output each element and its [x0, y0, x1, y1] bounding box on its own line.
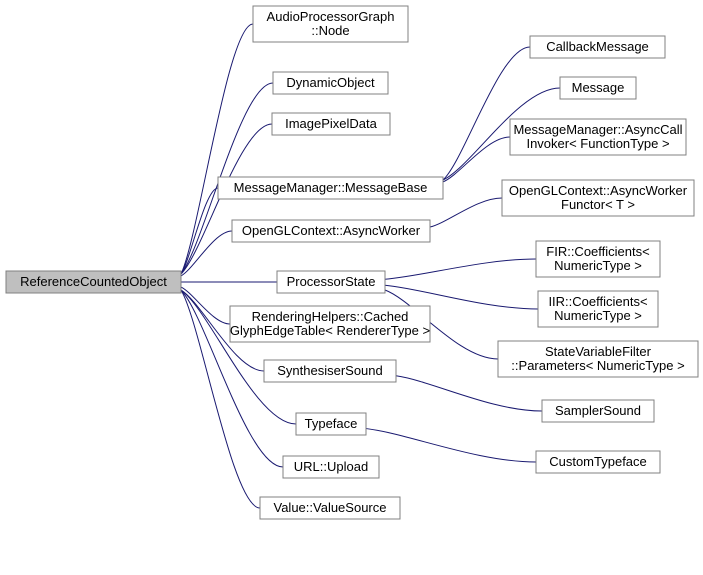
- node-label-svf-line2: ::Parameters< NumericType >: [511, 358, 684, 373]
- node-label-msg: Message: [572, 80, 625, 95]
- node-label-sampler: SamplerSound: [555, 403, 641, 418]
- node-rhcache[interactable]: RenderingHelpers::CachedGlyphEdgeTable< …: [230, 306, 430, 342]
- node-oglwork[interactable]: OpenGLContext::AsyncWorker: [232, 220, 430, 242]
- edge-msgbase-to-root: [181, 188, 218, 274]
- node-label-svf-line1: StateVariableFilter: [545, 344, 652, 359]
- node-label-iir-line1: IIR::Coefficients<: [548, 294, 647, 309]
- node-iir[interactable]: IIR::Coefficients<NumericType >: [538, 291, 658, 327]
- node-procst[interactable]: ProcessorState: [277, 271, 385, 293]
- node-label-cbmsg: CallbackMessage: [546, 39, 649, 54]
- node-label-iir-line2: NumericType >: [554, 308, 642, 323]
- node-label-dynobj: DynamicObject: [286, 75, 375, 90]
- node-url[interactable]: URL::Upload: [283, 456, 379, 478]
- node-apgnode[interactable]: AudioProcessorGraph::Node: [253, 6, 408, 42]
- node-oglfunc[interactable]: OpenGLContext::AsyncWorkerFunctor< T >: [502, 180, 694, 216]
- node-synth[interactable]: SynthesiserSound: [264, 360, 396, 382]
- nodes-group: ReferenceCountedObject AudioProcessorGrap…: [6, 6, 698, 519]
- node-svf[interactable]: StateVariableFilter::Parameters< Numeric…: [498, 341, 698, 377]
- node-cbmsg[interactable]: CallbackMessage: [530, 36, 665, 58]
- node-label-apgnode-line2: ::Node: [311, 23, 349, 38]
- node-label-oglfunc-line1: OpenGLContext::AsyncWorker: [509, 183, 688, 198]
- node-root[interactable]: ReferenceCountedObject: [6, 271, 181, 293]
- node-label-typef: Typeface: [305, 416, 358, 431]
- edge-oglfunc-to-oglwork: [430, 198, 502, 227]
- node-asyncinv[interactable]: MessageManager::AsyncCallInvoker< Functi…: [510, 119, 686, 155]
- edge-cbmsg-to-msgbase: [443, 47, 530, 180]
- node-label-apgnode-line1: AudioProcessorGraph: [267, 9, 395, 24]
- edge-oglwork-to-root: [181, 231, 232, 276]
- node-label-oglfunc-line2: Functor< T >: [561, 197, 635, 212]
- edge-asyncinv-to-msgbase: [443, 137, 510, 182]
- node-dynobj[interactable]: DynamicObject: [273, 72, 388, 94]
- node-valsrc[interactable]: Value::ValueSource: [260, 497, 400, 519]
- node-label-valsrc: Value::ValueSource: [274, 500, 387, 515]
- node-typef[interactable]: Typeface: [296, 413, 366, 435]
- node-label-msgbase: MessageManager::MessageBase: [234, 180, 428, 195]
- node-label-root: ReferenceCountedObject: [20, 274, 167, 289]
- edge-fir-to-procst: [385, 259, 536, 279]
- node-label-procst: ProcessorState: [287, 274, 376, 289]
- node-label-fir-line2: NumericType >: [554, 258, 642, 273]
- node-label-asyncinv-line2: Invoker< FunctionType >: [526, 136, 669, 151]
- edge-rhcache-to-root: [181, 287, 230, 324]
- edge-iir-to-procst: [385, 285, 538, 309]
- node-label-rhcache-line1: RenderingHelpers::Cached: [252, 309, 409, 324]
- node-fir[interactable]: FIR::Coefficients<NumericType >: [536, 241, 660, 277]
- node-label-rhcache-line2: GlyphEdgeTable< RendererType >: [230, 323, 430, 338]
- node-msgbase[interactable]: MessageManager::MessageBase: [218, 177, 443, 199]
- edge-custtf-to-typef: [366, 429, 536, 462]
- node-msg[interactable]: Message: [560, 77, 636, 99]
- node-label-oglwork: OpenGLContext::AsyncWorker: [242, 223, 421, 238]
- node-label-imgpix: ImagePixelData: [285, 116, 378, 131]
- edge-sampler-to-synth: [396, 376, 542, 411]
- node-label-url: URL::Upload: [294, 459, 368, 474]
- node-label-fir-line1: FIR::Coefficients<: [546, 244, 649, 259]
- node-custtf[interactable]: CustomTypeface: [536, 451, 660, 473]
- node-label-asyncinv-line1: MessageManager::AsyncCall: [513, 122, 682, 137]
- node-sampler[interactable]: SamplerSound: [542, 400, 654, 422]
- node-imgpix[interactable]: ImagePixelData: [272, 113, 390, 135]
- inheritance-diagram: ReferenceCountedObject AudioProcessorGrap…: [0, 0, 703, 575]
- node-label-synth: SynthesiserSound: [277, 363, 383, 378]
- node-label-custtf: CustomTypeface: [549, 454, 647, 469]
- edges-group: [181, 24, 560, 508]
